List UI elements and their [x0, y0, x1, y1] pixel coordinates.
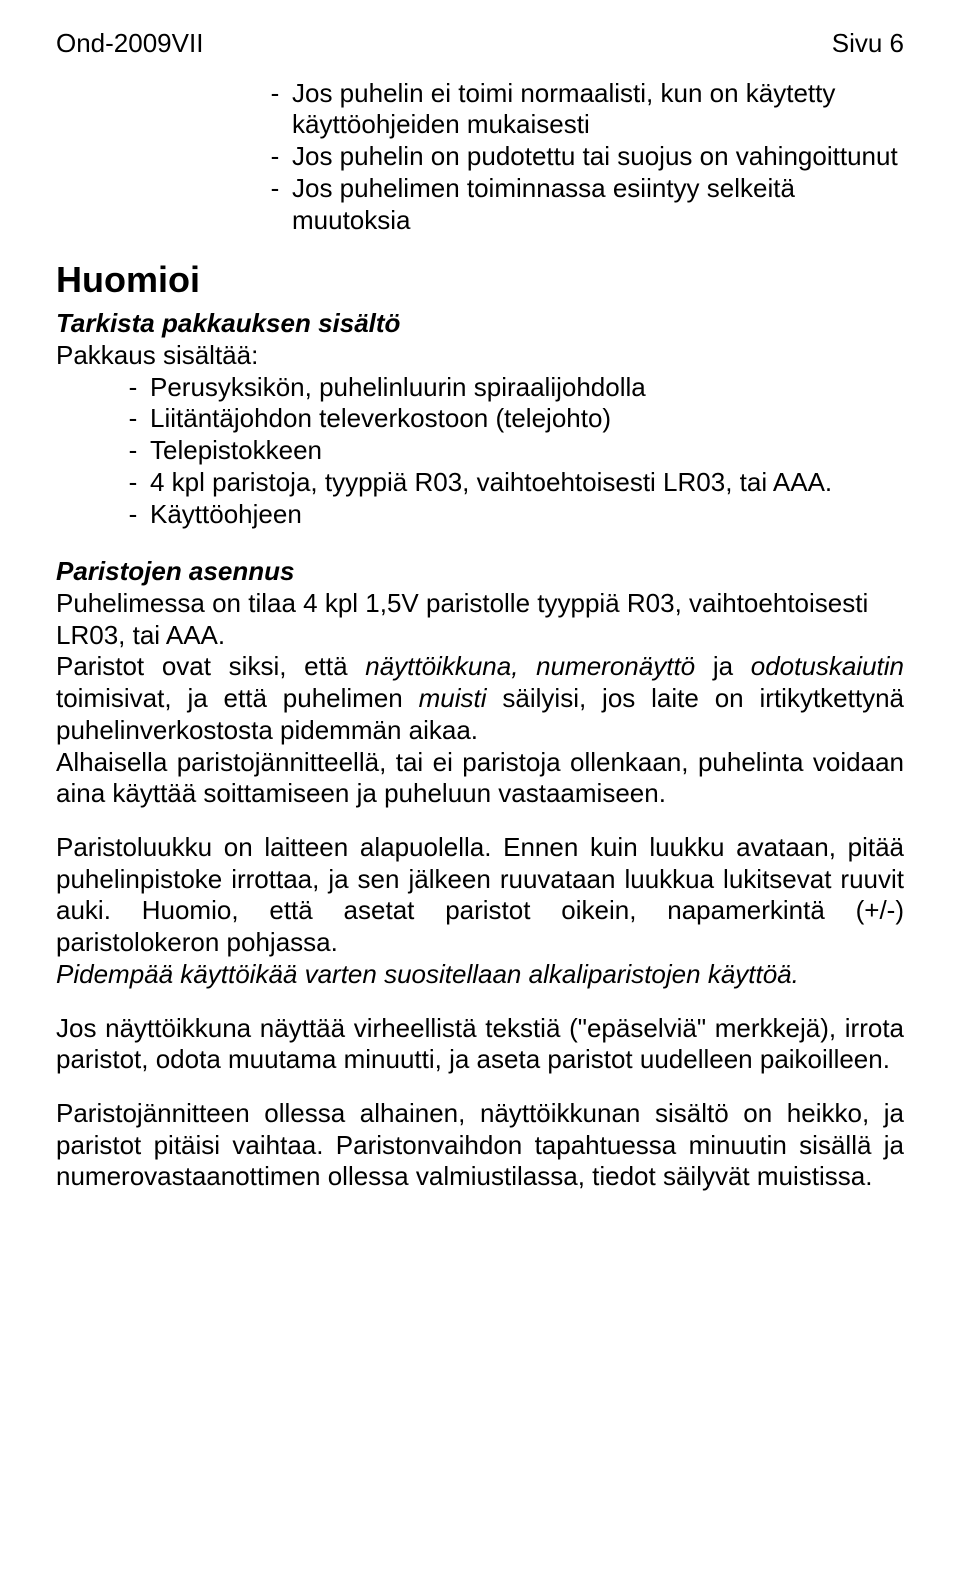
paragraph: Alhaisella paristojännitteellä, tai ei p… [56, 747, 904, 810]
header-left: Ond-2009VII [56, 28, 203, 60]
list-item: - Käyttöohjeen [56, 499, 904, 531]
paragraph: Paristojännitteen ollessa alhainen, näyt… [56, 1098, 904, 1193]
list-text: Käyttöohjeen [150, 499, 904, 531]
list-text: 4 kpl paristoja, tyyppiä R03, vaihtoehto… [150, 467, 904, 499]
list-text: Perusyksikön, puhelinluurin spiraalijohd… [150, 372, 904, 404]
italic-text: näyttöikkuna, numeronäyttö [365, 651, 695, 681]
dash-icon: - [116, 372, 150, 404]
dash-icon: - [258, 141, 292, 173]
list-text: Jos puhelin ei toimi normaalisti, kun on… [292, 78, 904, 141]
paragraph: Paristot ovat siksi, että näyttöikkuna, … [56, 651, 904, 746]
list-text: Liitäntäjohdon televerkostoon (telejohto… [150, 403, 904, 435]
list-item: - Jos puhelin ei toimi normaalisti, kun … [226, 78, 904, 141]
paragraph: Puhelimessa on tilaa 4 kpl 1,5V paristol… [56, 588, 904, 651]
text-span: toimisivat, ja että puhelimen [56, 683, 419, 713]
list-item: - Jos puhelimen toiminnassa esiintyy sel… [226, 173, 904, 236]
subheading-tarkista: Tarkista pakkauksen sisältö [56, 308, 904, 340]
document-page: Ond-2009VII Sivu 6 - Jos puhelin ei toim… [0, 0, 960, 1233]
list-item: - Telepistokkeen [56, 435, 904, 467]
dash-icon: - [116, 467, 150, 499]
dash-icon: - [116, 403, 150, 435]
list-item: - Perusyksikön, puhelinluurin spiraalijo… [56, 372, 904, 404]
page-header: Ond-2009VII Sivu 6 [56, 28, 904, 60]
heading-huomioi: Huomioi [56, 258, 904, 302]
text-span: Paristot ovat siksi, että [56, 651, 365, 681]
package-contents-list: - Perusyksikön, puhelinluurin spiraalijo… [56, 372, 904, 531]
italic-paragraph: Pidempää käyttöikää varten suositellaan … [56, 959, 904, 991]
header-right: Sivu 6 [832, 28, 904, 60]
subheading-paristojen: Paristojen asennus [56, 556, 904, 588]
dash-icon: - [116, 499, 150, 531]
dash-icon: - [258, 173, 292, 205]
dash-icon: - [258, 78, 292, 110]
italic-text: muisti [419, 683, 487, 713]
list-text: Jos puhelin on pudotettu tai suojus on v… [292, 141, 904, 173]
list-item: - 4 kpl paristoja, tyyppiä R03, vaihtoeh… [56, 467, 904, 499]
paragraph: Jos näyttöikkuna näyttää virheellistä te… [56, 1013, 904, 1076]
pakkaus-intro: Pakkaus sisältää: [56, 340, 904, 372]
list-item: - Liitäntäjohdon televerkostoon (telejoh… [56, 403, 904, 435]
text-span: ja [695, 651, 751, 681]
list-item: - Jos puhelin on pudotettu tai suojus on… [226, 141, 904, 173]
dash-icon: - [116, 435, 150, 467]
paragraph: Paristoluukku on laitteen alapuolella. E… [56, 832, 904, 959]
italic-text: odotuskaiutin [751, 651, 904, 681]
top-bullet-list: - Jos puhelin ei toimi normaalisti, kun … [226, 78, 904, 237]
list-text: Jos puhelimen toiminnassa esiintyy selke… [292, 173, 904, 236]
list-text: Telepistokkeen [150, 435, 904, 467]
